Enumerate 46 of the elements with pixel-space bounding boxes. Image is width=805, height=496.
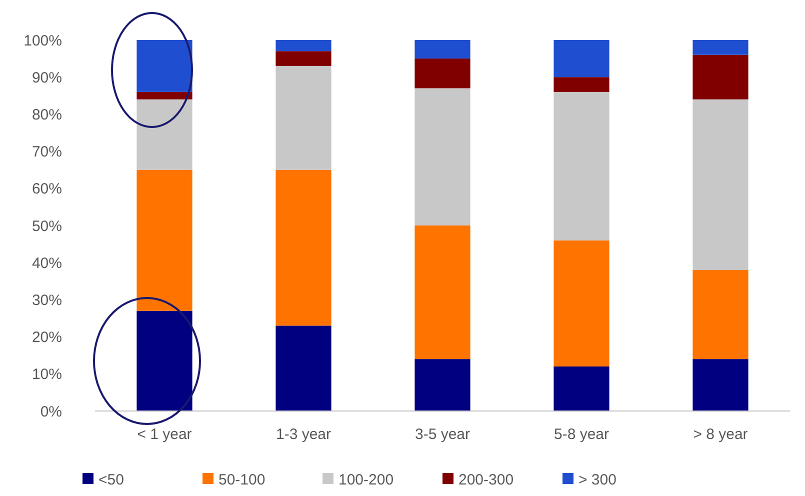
bar <box>276 51 332 66</box>
y-tick-label: 30% <box>32 292 62 309</box>
bar <box>136 92 192 100</box>
bar <box>554 366 610 411</box>
y-tick-label: 0% <box>40 403 62 420</box>
x-tick-label: 1-3 year <box>276 426 332 443</box>
y-tick-label: 50% <box>32 218 62 235</box>
bar <box>554 240 610 366</box>
y-tick-label: 70% <box>32 144 62 161</box>
legend-label: > 300 <box>578 471 616 488</box>
bar <box>276 170 332 326</box>
bar <box>136 170 192 311</box>
x-tick-label: 3-5 year <box>414 426 470 443</box>
bar <box>136 310 192 411</box>
bar <box>276 66 332 170</box>
bar <box>136 99 192 170</box>
bar <box>276 326 332 411</box>
y-tick-label: 40% <box>32 254 62 272</box>
bar <box>414 58 470 88</box>
bar <box>692 359 748 411</box>
bar <box>136 40 192 92</box>
y-tick-label: 80% <box>32 106 62 124</box>
legend-label: 100-200 <box>338 471 394 488</box>
legend-label: <50 <box>98 471 124 488</box>
legend-label: 200-300 <box>458 471 514 488</box>
x-tick-label: 5-8 year <box>554 426 610 443</box>
bar <box>414 359 470 411</box>
y-tick-label: 60% <box>32 180 62 198</box>
bar <box>692 40 748 55</box>
x-tick-label: < 1 year <box>137 426 192 443</box>
bar <box>692 99 748 270</box>
y-tick-label: 20% <box>32 329 62 346</box>
bar <box>414 88 470 226</box>
bar <box>414 226 470 360</box>
y-tick-label: 10% <box>32 366 62 384</box>
y-tick-label: 90% <box>32 69 62 86</box>
bar <box>554 77 610 92</box>
x-tick-label: > 8 year <box>693 426 748 443</box>
bar <box>692 270 748 360</box>
y-tick-label: 100% <box>24 32 62 50</box>
bar <box>554 40 610 78</box>
legend-label: 50-100 <box>218 471 266 488</box>
bar <box>692 54 748 100</box>
bar <box>554 92 610 240</box>
bar <box>276 40 332 52</box>
bar <box>414 40 470 59</box>
